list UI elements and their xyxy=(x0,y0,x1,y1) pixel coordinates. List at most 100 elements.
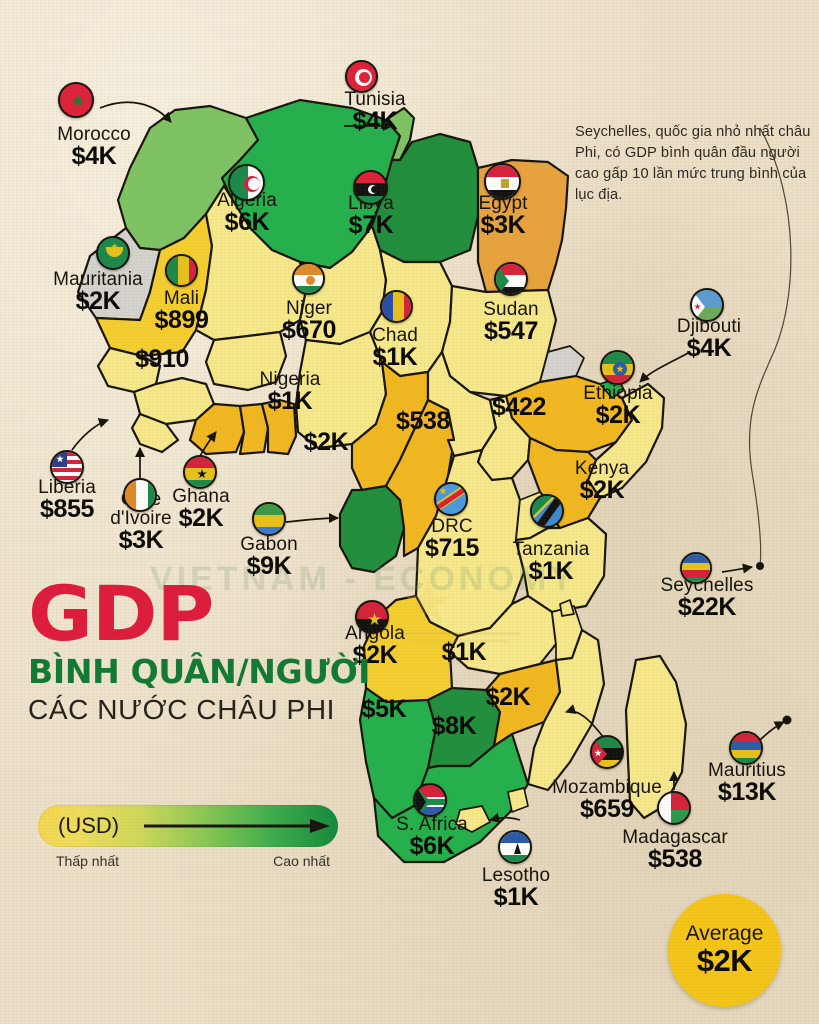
flag-egypt xyxy=(484,163,521,200)
flag-tanzania xyxy=(530,494,564,528)
flag-seychelles xyxy=(680,552,712,584)
seychelles-callout-note: Seychelles, quốc gia nhỏ nhất châu Phi, … xyxy=(575,124,811,204)
label-lesotho: Lesotho $1K xyxy=(470,866,562,911)
label-senegal-value: $910 xyxy=(134,345,189,373)
label-south-sudan-value: $422 xyxy=(491,393,546,421)
page-subtitle: BÌNH QUÂN/NGƯỜI xyxy=(28,651,371,691)
flag-niger xyxy=(292,262,325,295)
label-zimbabwe: $2K xyxy=(472,683,544,711)
legend-unit: (USD) xyxy=(58,813,120,838)
label-cote-divoire-name2: d'Ivoire xyxy=(110,508,172,529)
label-chad: Chad $1K xyxy=(347,326,443,371)
label-south-africa-value: $6K xyxy=(409,832,455,861)
label-kenya-value: $2K xyxy=(579,476,625,505)
label-ethiopia: Ethiopia $2K xyxy=(562,384,674,429)
country-somalia xyxy=(586,382,666,500)
leader-lesotho xyxy=(489,812,521,823)
label-djibouti-value: $4K xyxy=(686,334,732,363)
label-drc-name: DRC xyxy=(431,516,473,537)
label-morocco-name: Morocco xyxy=(57,124,131,145)
country-tanzania xyxy=(514,516,608,614)
label-drc: DRC $715 xyxy=(404,517,500,562)
label-mauritania-name: Mauritania xyxy=(53,269,143,290)
average-value: $2K xyxy=(696,942,753,978)
label-djibouti: Djibouti $4K xyxy=(650,317,768,362)
label-zambia: $1K xyxy=(428,639,500,666)
country-lesotho xyxy=(455,805,491,833)
legend-high-label: Cao nhất xyxy=(273,853,330,869)
arrow-right-icon xyxy=(144,819,330,833)
label-mozambique-value: $659 xyxy=(579,795,634,824)
country-mali xyxy=(194,184,308,342)
flag-angola xyxy=(355,600,389,634)
label-morocco: Morocco $4K xyxy=(34,125,154,170)
label-senegal: $910 xyxy=(122,345,202,373)
label-botswana-value: $8K xyxy=(431,712,477,740)
flag-algeria xyxy=(228,164,265,201)
label-liberia-name: Liberia xyxy=(38,477,96,498)
mauritius-dot xyxy=(782,715,792,725)
label-south-africa-name: S. Africa xyxy=(396,814,468,835)
label-zimbabwe-value: $2K xyxy=(485,683,531,711)
label-liberia: Liberia $855 xyxy=(12,478,122,523)
label-libya-value: $7K xyxy=(348,211,394,240)
label-tanzania: Tanzania $1K xyxy=(489,540,613,585)
flag-mauritius xyxy=(729,731,763,765)
map-inset-sliver xyxy=(559,599,575,617)
label-gabon-name: Gabon xyxy=(240,534,298,555)
label-mali: Mali $899 xyxy=(124,289,239,334)
legend-gradient-bar: (USD) xyxy=(38,805,338,847)
country-gabon xyxy=(338,484,406,574)
leader-mozambique xyxy=(565,704,605,739)
flag-ghana xyxy=(183,455,217,489)
flag-madagascar xyxy=(657,791,691,825)
label-liberia-value: $855 xyxy=(39,495,94,524)
flag-sudan xyxy=(494,262,528,296)
label-ghana: Ghana $2K xyxy=(159,487,243,532)
flag-drc xyxy=(434,482,468,516)
label-nigeria-value: $1K xyxy=(267,387,313,416)
label-seychelles-value: $22K xyxy=(677,593,737,622)
label-niger: Niger $670 xyxy=(255,299,363,344)
flag-chad xyxy=(380,290,413,323)
label-angola-value: $2K xyxy=(352,641,398,670)
label-south-africa: S. Africa $6K xyxy=(378,815,486,860)
label-lesotho-name: Lesotho xyxy=(481,865,551,886)
label-kenya: Kenya $2K xyxy=(553,459,651,504)
average-badge: Average $2K xyxy=(668,894,781,1007)
average-label: Average xyxy=(685,921,764,945)
label-nigeria-name: Nigeria xyxy=(259,369,321,390)
label-drc-value: $715 xyxy=(424,534,479,563)
label-mauritius-name: Mauritius xyxy=(708,760,786,781)
label-sudan-name: Sudan xyxy=(483,299,539,320)
flag-libya xyxy=(353,170,388,205)
seychelles-dot xyxy=(756,562,764,570)
label-mozambique: Mozambique $659 xyxy=(534,778,680,823)
label-tanzania-name: Tanzania xyxy=(512,539,590,560)
label-cameroon-value: $2K xyxy=(303,428,349,456)
leader-tunisia-2 xyxy=(344,120,392,126)
label-niger-name: Niger xyxy=(286,298,332,319)
flag-lesotho xyxy=(498,830,532,864)
label-egypt-value: $3K xyxy=(480,211,526,240)
flag-djibouti xyxy=(690,288,724,322)
label-ghana-name: Ghana xyxy=(172,486,230,507)
legend-low-label: Thấp nhất xyxy=(56,853,120,869)
flag-cote-divoire xyxy=(123,478,157,512)
label-sudan: Sudan $547 xyxy=(456,300,566,345)
label-ethiopia-value: $2K xyxy=(595,401,641,430)
label-mauritius: Mauritius $13K xyxy=(690,761,804,806)
label-gabon-value: $9K xyxy=(246,552,292,581)
label-madagascar: Madagascar $538 xyxy=(608,828,742,873)
leader-seychelles xyxy=(748,127,792,567)
label-mali-name: Mali xyxy=(163,288,200,309)
label-niger-value: $670 xyxy=(281,316,336,345)
label-botswana: $8K xyxy=(418,712,490,740)
flag-morocco xyxy=(58,82,94,118)
label-mauritania: Mauritania $2K xyxy=(28,270,168,315)
label-car-value: $538 xyxy=(395,407,450,435)
label-chad-value: $1K xyxy=(372,343,418,372)
